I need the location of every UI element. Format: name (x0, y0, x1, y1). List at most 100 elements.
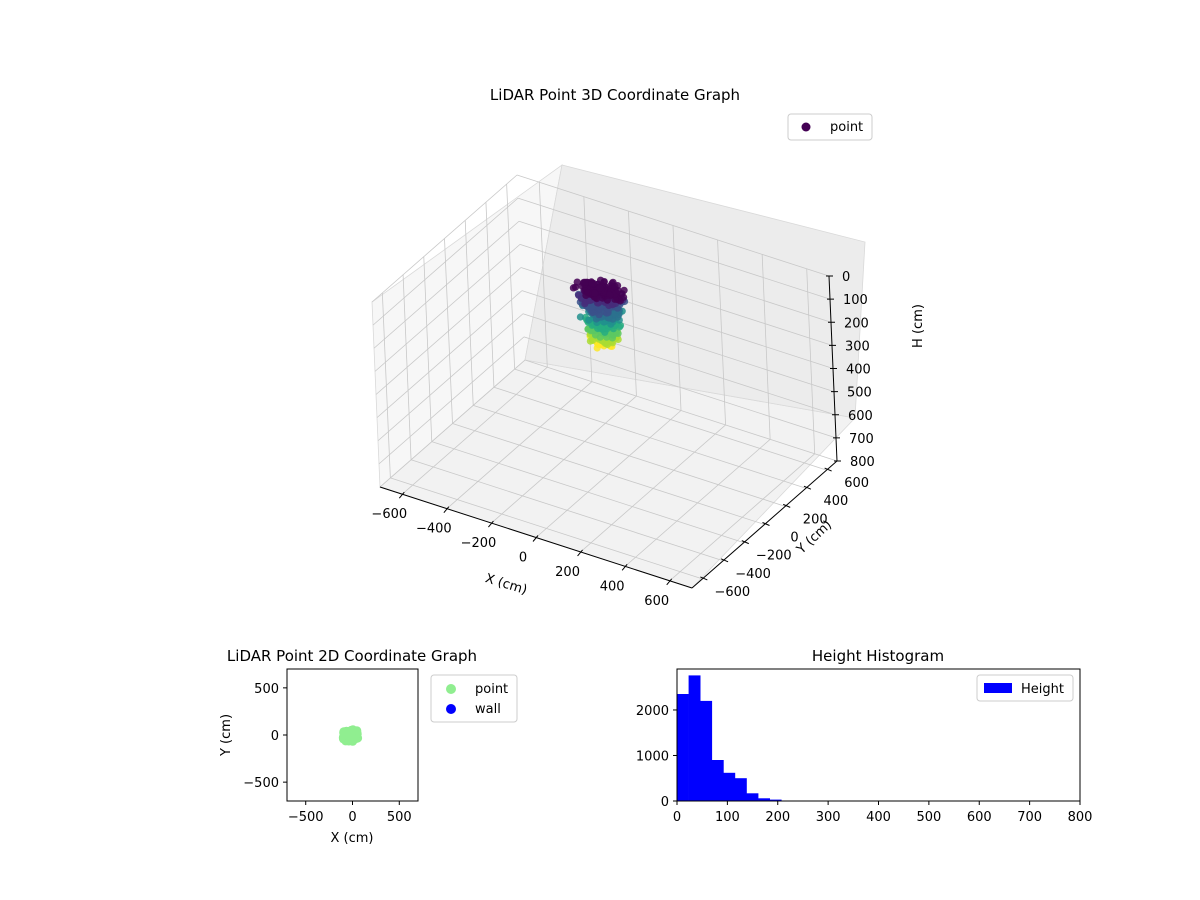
z-tick-label-3d: 800 (850, 455, 875, 470)
point-cloud-2d (338, 725, 363, 746)
point-2d (345, 733, 355, 743)
point-3d (603, 296, 612, 304)
y-tick-3d (700, 576, 708, 581)
y-tick-3d (803, 485, 812, 490)
y-tick-label-histogram: 1000 (636, 749, 669, 764)
x-tick-label-3d: 600 (644, 594, 669, 609)
histogram-bar (677, 694, 689, 801)
z-tick-label-3d: 300 (845, 339, 870, 354)
grid-line-z-left (373, 220, 520, 349)
y-tick-label-2d: 500 (254, 682, 279, 697)
x-tick-3d (398, 491, 405, 499)
y-tick-label-2d: 0 (271, 729, 279, 744)
grid-line-y-floor (473, 404, 786, 507)
y-tick-label-3d: −600 (714, 585, 750, 600)
plot-2d: LiDAR Point 2D Coordinate Graph −500 0 500… (219, 647, 518, 846)
grid-line-z-left (378, 336, 525, 465)
point-3d (588, 279, 596, 287)
grid-line-z-back (519, 243, 833, 346)
histogram-bar (688, 675, 701, 801)
grid-line-z-left (372, 197, 519, 326)
grid-line-z-left (376, 290, 523, 418)
point-3d (609, 278, 617, 286)
y-tick-label-3d: −200 (756, 549, 792, 564)
y-tick-label-3d: 600 (844, 476, 869, 491)
z-tick-label-3d: 0 (842, 270, 850, 285)
legend-marker-point-2d (446, 684, 456, 694)
grid-line-z-left (375, 267, 522, 395)
histogram-ticks: 0 100 200 300 400 500 600 700 800 0 1000 2000 (636, 704, 1093, 825)
plot-3d-title: LiDAR Point 3D Coordinate Graph (490, 86, 740, 104)
point-cloud-3d (569, 276, 629, 352)
plot-2d-title: LiDAR Point 2D Coordinate Graph (227, 647, 477, 665)
legend-2d: point wall (430, 674, 518, 723)
y-tick-3d (720, 558, 729, 563)
y-tick-label-histogram: 2000 (636, 704, 669, 719)
y-tick-3d (762, 522, 770, 526)
y-tick-label-3d: 400 (824, 494, 849, 509)
x-tick-label-3d: 400 (600, 579, 625, 594)
grid-line-z-left (379, 359, 526, 488)
z-tick-label-3d: 600 (848, 409, 873, 424)
plot-3d: LiDAR Point 3D Coordinate Graph −600 −400… (371, 86, 926, 609)
grid-line-y-floor (514, 368, 827, 471)
grid-line-z-back (521, 290, 835, 393)
legend-marker-wall-2d (446, 704, 456, 714)
histogram-bar (769, 799, 782, 801)
x-tick-3d (443, 506, 450, 513)
point-3d (614, 329, 622, 337)
legend-label-wall-2d: wall (475, 702, 501, 717)
legend-label-height: Height (1021, 682, 1064, 697)
z-tick-label-3d: 200 (844, 316, 869, 331)
x-tick-3d (532, 535, 539, 542)
x-tick-label-histogram: 200 (765, 810, 790, 825)
x-tick-label-histogram: 0 (673, 810, 681, 825)
y-tick-3d (824, 467, 832, 472)
point-3d (597, 276, 605, 284)
legend-histogram: Height (976, 674, 1074, 702)
histogram-bar (711, 760, 724, 801)
legend-marker-height (984, 683, 1012, 693)
x-tick-3d (666, 578, 673, 586)
x-tick-label-histogram: 800 (1068, 810, 1093, 825)
x-tick-3d (488, 520, 494, 528)
grid-line-z-left (374, 244, 521, 372)
y-tick-label-2d: −500 (243, 776, 279, 791)
point-3d (573, 278, 581, 286)
x-axis-label-2d: X (cm) (331, 831, 374, 846)
z-tick-label-3d: 400 (846, 363, 871, 378)
x-tick-label-histogram: 400 (866, 810, 891, 825)
point-3d (620, 286, 628, 294)
x-tick-label-histogram: 300 (816, 810, 841, 825)
y-tick-label-3d: 200 (803, 512, 828, 527)
grid-line-y-floor (410, 459, 724, 562)
x-tick-label-3d: −400 (416, 522, 452, 537)
y-tick-3d (741, 540, 749, 545)
legend-marker-point-3d (801, 122, 811, 132)
point-3d (591, 289, 599, 297)
x-tick-label-histogram: 600 (967, 810, 992, 825)
z-axis-label-3d: H (cm) (911, 304, 926, 348)
x-tick-label-histogram: 700 (1017, 810, 1042, 825)
point-3d (569, 284, 578, 292)
legend-label-point-3d: point (830, 120, 863, 135)
x-tick-3d (621, 564, 628, 571)
x-tick-label-3d: −600 (371, 507, 407, 522)
x-axis-label-3d: X (cm) (483, 571, 529, 598)
x-tick-label-histogram: 500 (916, 810, 941, 825)
histogram-bar (734, 778, 747, 801)
x-tick-label-histogram: 100 (715, 810, 740, 825)
y-tick-label-histogram: 0 (661, 795, 669, 810)
point-3d (611, 295, 619, 303)
x-tick-label-3d: 200 (555, 565, 580, 580)
ticks-2d: −500 0 500 −500 0 500 (243, 682, 411, 825)
grid-line-z-back (516, 174, 830, 277)
grid-line-y-floor (452, 423, 765, 525)
histogram-title: Height Histogram (812, 647, 944, 665)
y-tick-label-3d: 0 (790, 531, 798, 546)
grid-line-z-left (377, 313, 524, 442)
grid-line-z-back (517, 197, 831, 300)
y-tick-label-3d: −400 (735, 567, 771, 582)
grid-line-z-back (518, 220, 832, 323)
